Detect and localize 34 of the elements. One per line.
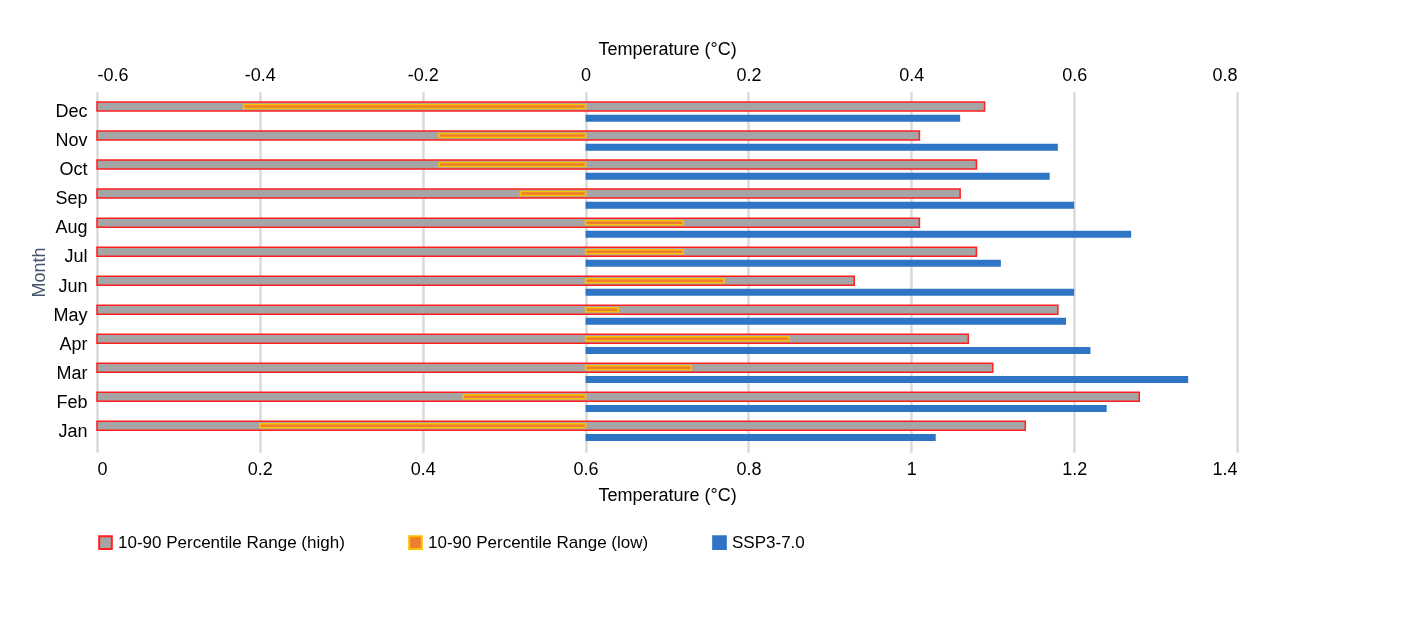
y-tick-label: Sep xyxy=(55,188,88,209)
y-tick-label: Jul xyxy=(64,246,88,267)
x2-tick-label: 0.2 xyxy=(736,64,762,85)
x-axis-title: Temperature (°C) xyxy=(598,484,737,505)
x-tick-label: 0.2 xyxy=(247,458,273,479)
x-tick-label: 1.2 xyxy=(1062,458,1088,479)
y-axis-title: Month xyxy=(29,247,50,298)
y-tick-label: Jan xyxy=(58,420,88,441)
legend-label: 10-90 Percentile Range (low) xyxy=(428,532,649,552)
x-tick-label: 1.4 xyxy=(1212,458,1238,479)
x2-tick-label: -0.4 xyxy=(244,64,276,85)
x2-tick-label: 0 xyxy=(581,64,592,85)
y-tick-label: Aug xyxy=(55,217,88,238)
x-tick-label: 1 xyxy=(906,458,917,479)
legend-label: 10-90 Percentile Range (high) xyxy=(118,532,345,552)
y-tick-label: Nov xyxy=(55,130,88,151)
x-tick-label: 0.4 xyxy=(410,458,436,479)
x2-tick-label: 0.6 xyxy=(1062,64,1088,85)
y-tick-label: Oct xyxy=(59,159,88,180)
x-tick-label: 0.6 xyxy=(573,458,599,479)
x2-tick-label: 0.4 xyxy=(899,64,925,85)
y-tick-label: Apr xyxy=(59,333,88,354)
x-tick-label: 0.8 xyxy=(736,458,762,479)
y-tick-label: Feb xyxy=(56,391,88,412)
x2-axis-title: Temperature (°C) xyxy=(598,38,737,59)
y-tick-label: Jun xyxy=(58,275,88,296)
x2-tick-label: -0.2 xyxy=(407,64,439,85)
x2-tick-label: 0.8 xyxy=(1212,64,1238,85)
x-tick-label: 0 xyxy=(97,458,108,479)
y-tick-label: Mar xyxy=(56,362,88,383)
y-tick-label: May xyxy=(53,304,88,325)
x2-tick-label: -0.6 xyxy=(97,64,129,85)
y-tick-label: Dec xyxy=(55,101,88,122)
legend-label: SSP3-7.0 xyxy=(732,532,805,552)
